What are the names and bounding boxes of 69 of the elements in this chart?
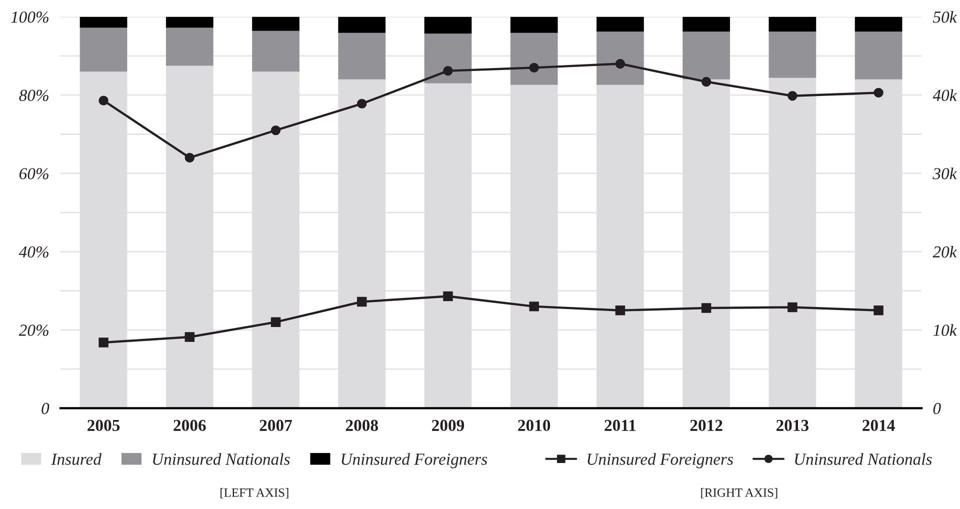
point <box>788 91 798 101</box>
y-tick-label: 0 <box>42 402 50 414</box>
bar <box>596 16 644 32</box>
y2-tick-label: 30k <box>932 168 958 180</box>
point <box>443 291 453 302</box>
bar <box>80 28 128 72</box>
point <box>184 152 195 163</box>
point <box>529 62 539 73</box>
bar <box>338 32 386 80</box>
legend-label: Uninsured Nationals <box>795 453 932 465</box>
bar <box>252 30 300 72</box>
y-tick-label: 100% <box>11 11 48 23</box>
legend-label: Insured <box>51 453 102 465</box>
bar <box>166 16 214 28</box>
y2-tick-label: 10k <box>933 324 958 336</box>
point <box>874 306 884 316</box>
x-tick-label: 2006 <box>174 420 206 432</box>
bar <box>596 32 644 85</box>
x-tick-label: 2010 <box>518 420 550 432</box>
legend-label: Uninsured Foreigners <box>342 453 488 468</box>
x-tick-label: 2011 <box>604 420 636 432</box>
bar <box>424 16 472 34</box>
bar <box>854 32 902 80</box>
y2-tick-label: 40k <box>932 89 958 102</box>
x-tick-label: 2013 <box>776 420 809 432</box>
bar <box>854 16 902 32</box>
point <box>788 302 798 312</box>
point <box>529 302 539 312</box>
x-tick-label: 2014 <box>862 420 895 432</box>
y-tick-label: 60% <box>19 168 48 180</box>
y2-tick-label: 50k <box>932 11 958 23</box>
bar <box>510 32 558 85</box>
point <box>357 98 367 109</box>
x-tick-label: 2007 <box>260 420 292 432</box>
point <box>270 317 281 327</box>
bar <box>768 16 816 32</box>
text: [LEFT AXIS] <box>220 488 288 498</box>
point <box>357 296 367 307</box>
y2-tick-label: 20k <box>932 246 958 258</box>
bar <box>510 16 558 33</box>
x-tick-label: 2008 <box>346 420 378 432</box>
y-tick-label: 40% <box>18 246 48 258</box>
bar <box>682 32 730 80</box>
bar <box>424 34 472 84</box>
x-tick-label: 2005 <box>88 420 120 432</box>
bar <box>338 16 386 33</box>
point <box>615 306 626 316</box>
bar <box>768 32 816 78</box>
legend-label: Uninsured Nationals <box>153 453 290 465</box>
point <box>270 125 281 136</box>
legend-label: Uninsured Foreigners <box>588 453 733 468</box>
x-tick-label: 2012 <box>690 420 722 432</box>
point <box>615 58 626 69</box>
point <box>701 76 712 87</box>
text: [RIGHT AXIS] <box>701 488 778 498</box>
point <box>701 303 712 313</box>
y-tick-label: 80% <box>19 90 48 102</box>
point <box>443 66 453 76</box>
y2-tick-label: 0 <box>933 402 941 414</box>
point <box>98 96 108 106</box>
bar <box>682 16 730 32</box>
point <box>184 332 195 342</box>
y-tick-label: 20% <box>18 324 48 336</box>
point <box>98 338 108 348</box>
point <box>874 88 884 98</box>
bar <box>166 28 214 66</box>
x-tick-label: 2009 <box>432 420 464 432</box>
bar <box>252 16 300 31</box>
bar <box>80 16 128 28</box>
